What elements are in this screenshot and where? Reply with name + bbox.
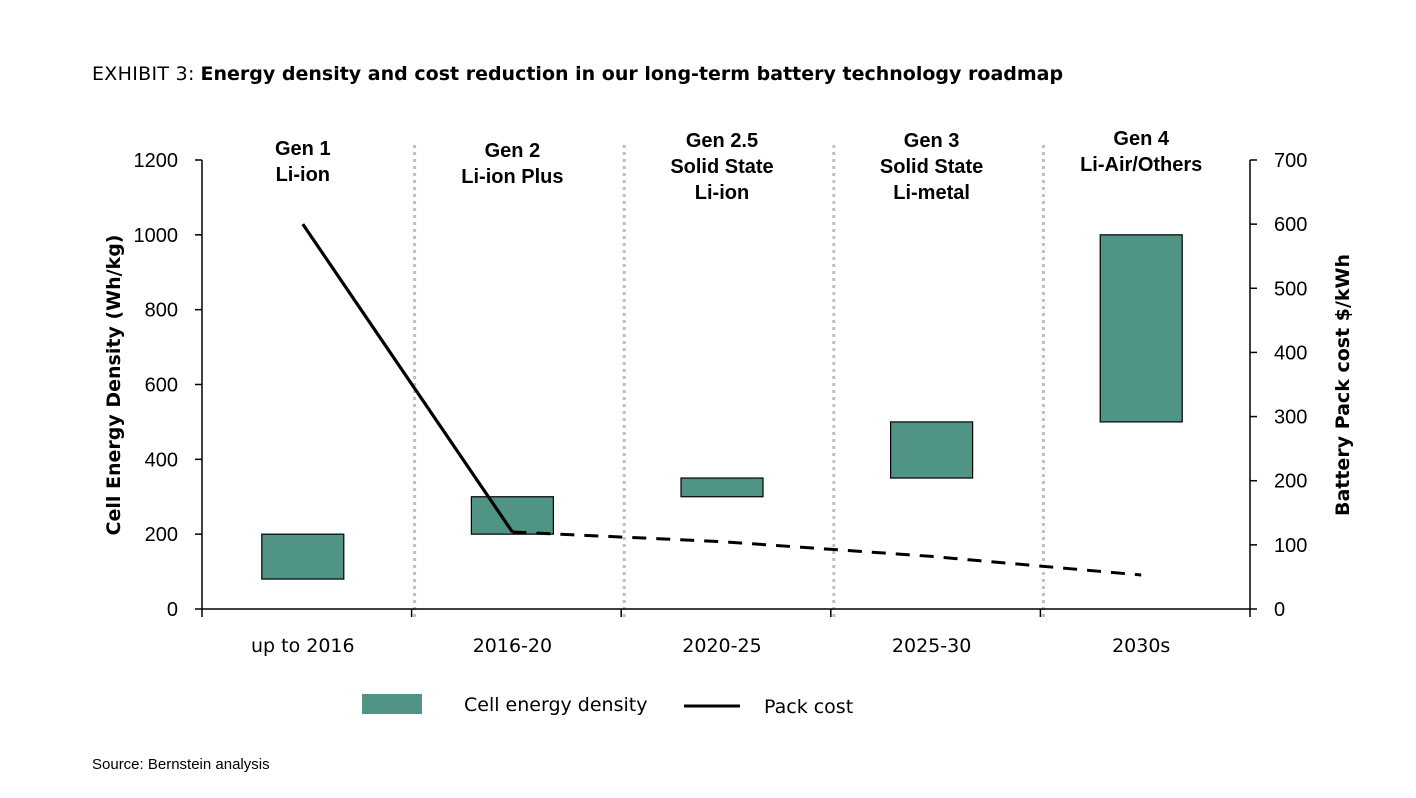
legend-bar-swatch [362,694,422,714]
category-label: up to 2016 [251,635,355,657]
category-label: 2025-30 [892,635,971,657]
generation-label: Li-ion Plus [461,166,563,188]
generation-label: Li-ion [695,182,749,204]
legend-line-label: Pack cost [764,696,853,718]
right-tick-label: 600 [1274,214,1307,236]
right-tick-label: 100 [1274,535,1307,557]
pack-cost-line-dashed [512,530,1142,577]
density-bar [680,477,764,498]
left-tick-label: 400 [145,449,178,471]
legend-bar-label: Cell energy density [464,694,647,716]
right-tick-label: 200 [1274,471,1307,493]
left-tick-label: 200 [145,524,178,546]
right-tick-label: 500 [1274,278,1307,300]
generation-label: Gen 2.5 [686,130,758,152]
density-bar [1099,234,1183,423]
generation-label: Li-Air/Others [1080,154,1202,176]
generation-label: Gen 1 [275,138,331,160]
generation-label: Gen 2 [485,140,541,162]
right-tick-label: 700 [1274,150,1307,172]
left-tick-label: 800 [145,300,178,322]
exhibit-label: EXHIBIT 3: [92,63,195,85]
generation-label: Solid State [670,156,773,178]
left-tick-label: 1000 [134,225,179,247]
left-tick-label: 0 [167,599,178,621]
generation-label: Solid State [880,156,983,178]
category-label: 2020-25 [682,635,761,657]
chart-title: Energy density and cost reduction in our… [200,63,1064,85]
density-bar [470,496,554,535]
category-label: 2016-20 [473,635,552,657]
density-bar [261,533,345,580]
exhibit-title: EXHIBIT 3: Energy density and cost reduc… [92,62,1063,86]
left-axis-title: Cell Energy Density (Wh/kg) [103,235,125,536]
pack-cost-line-solid [301,223,514,533]
left-tick-label: 600 [145,375,178,397]
generation-label: Gen 4 [1113,128,1169,150]
generation-label: Gen 3 [904,130,960,152]
density-bar [889,421,974,479]
generation-label: Li-ion [276,164,330,186]
right-axis-title: Battery Pack cost $/kWh [1332,254,1354,516]
right-tick-label: 400 [1274,342,1307,364]
generation-label: Li-metal [893,182,970,204]
source-note: Source: Bernstein analysis [92,756,270,773]
right-tick-label: 0 [1274,599,1285,621]
left-tick-label: 1200 [134,150,179,172]
category-label: 2030s [1112,635,1170,657]
right-tick-label: 300 [1274,407,1307,429]
